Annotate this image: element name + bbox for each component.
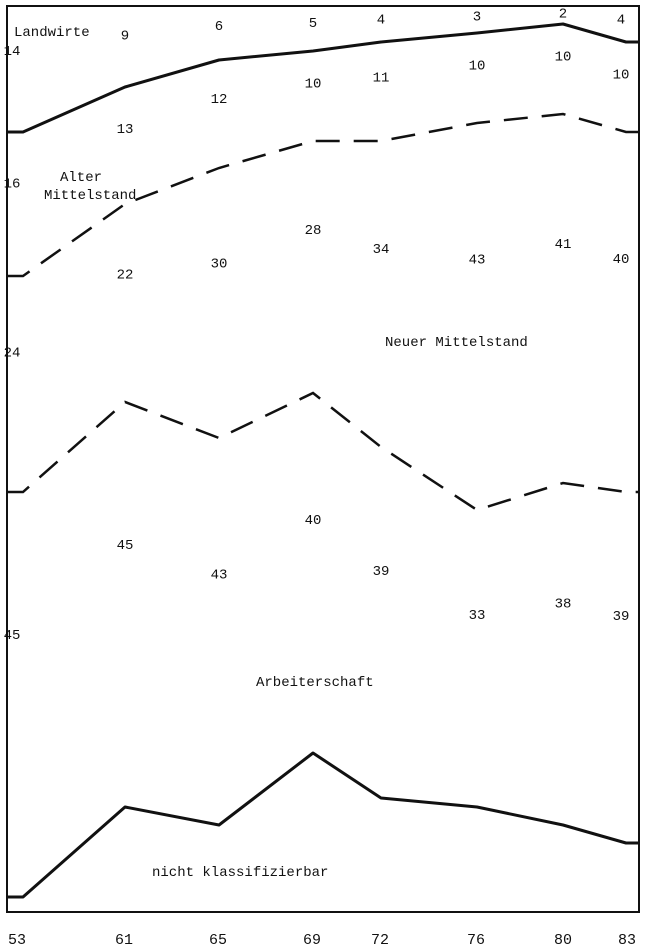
value-label-alter-mittelstand-83: 10 <box>613 68 630 84</box>
value-label-landwirte-65: 6 <box>215 19 223 35</box>
label-arbeiterschaft: Arbeiterschaft <box>256 675 374 691</box>
value-label-neuer-mittelstand-65: 30 <box>211 257 228 273</box>
value-label-neuer-mittelstand-69: 28 <box>305 223 322 239</box>
x-axis-ticks: 53 61 65 69 72 76 80 83 <box>8 932 636 949</box>
value-label-neuer-mittelstand-76: 43 <box>469 252 486 268</box>
plot-frame <box>6 5 640 913</box>
value-label-alter-mittelstand-69: 10 <box>305 77 322 93</box>
value-label-landwirte-69: 5 <box>309 16 317 32</box>
value-label-alter-mittelstand-76: 10 <box>469 59 486 75</box>
value-label-neuer-mittelstand-72: 34 <box>373 242 390 258</box>
x-tick-label-69: 69 <box>303 932 321 949</box>
x-tick-label-53: 53 <box>8 932 26 949</box>
x-tick-label-61: 61 <box>115 932 133 949</box>
value-label-arbeiterschaft-65: 43 <box>211 567 228 583</box>
neuer-mittelstand-boundary-line <box>7 391 639 512</box>
value-label-landwirte-72: 4 <box>377 13 385 29</box>
x-tick-label-65: 65 <box>209 932 227 949</box>
value-label-landwirte-61: 9 <box>121 28 129 44</box>
arbeiterschaft-boundary-line <box>7 751 639 899</box>
value-label-landwirte-76: 3 <box>473 9 481 25</box>
value-label-alter-mittelstand-53: 16 <box>4 176 21 192</box>
value-label-alter-mittelstand-65: 12 <box>211 92 228 108</box>
value-label-neuer-mittelstand-80: 41 <box>555 237 572 253</box>
value-label-landwirte-53: 14 <box>4 44 21 60</box>
value-label-arbeiterschaft-76: 33 <box>469 608 486 624</box>
value-label-landwirte-80: 2 <box>559 6 567 22</box>
value-label-landwirte-83: 4 <box>617 13 625 29</box>
value-label-neuer-mittelstand-53: 24 <box>4 346 21 362</box>
value-label-arbeiterschaft-53: 45 <box>4 628 21 644</box>
value-label-arbeiterschaft-69: 40 <box>305 513 322 529</box>
alter-mittelstand-boundary-line <box>7 112 639 278</box>
value-label-neuer-mittelstand-61: 22 <box>117 267 134 283</box>
value-label-arbeiterschaft-83: 39 <box>613 609 630 625</box>
label-alter-mittelstand-line2: Mittelstand <box>44 188 136 204</box>
landwirte-boundary-line <box>7 22 639 134</box>
label-neuer-mittelstand: Neuer Mittelstand <box>385 335 528 351</box>
label-nicht-klassifizierbar: nicht klassifizierbar <box>152 865 328 881</box>
label-landwirte: Landwirte <box>14 25 90 41</box>
value-label-neuer-mittelstand-83: 40 <box>613 252 630 268</box>
x-tick-label-83: 83 <box>618 932 636 949</box>
x-tick-label-76: 76 <box>467 932 485 949</box>
value-label-arbeiterschaft-72: 39 <box>373 564 390 580</box>
value-label-alter-mittelstand-61: 13 <box>117 122 134 138</box>
value-label-arbeiterschaft-61: 45 <box>117 538 134 554</box>
value-label-arbeiterschaft-80: 38 <box>555 597 572 613</box>
label-alter-mittelstand-line1: Alter <box>60 170 102 186</box>
x-tick-label-72: 72 <box>371 932 389 949</box>
value-label-alter-mittelstand-80: 10 <box>555 50 572 66</box>
value-label-alter-mittelstand-72: 11 <box>373 71 390 87</box>
x-tick-label-80: 80 <box>554 932 572 949</box>
